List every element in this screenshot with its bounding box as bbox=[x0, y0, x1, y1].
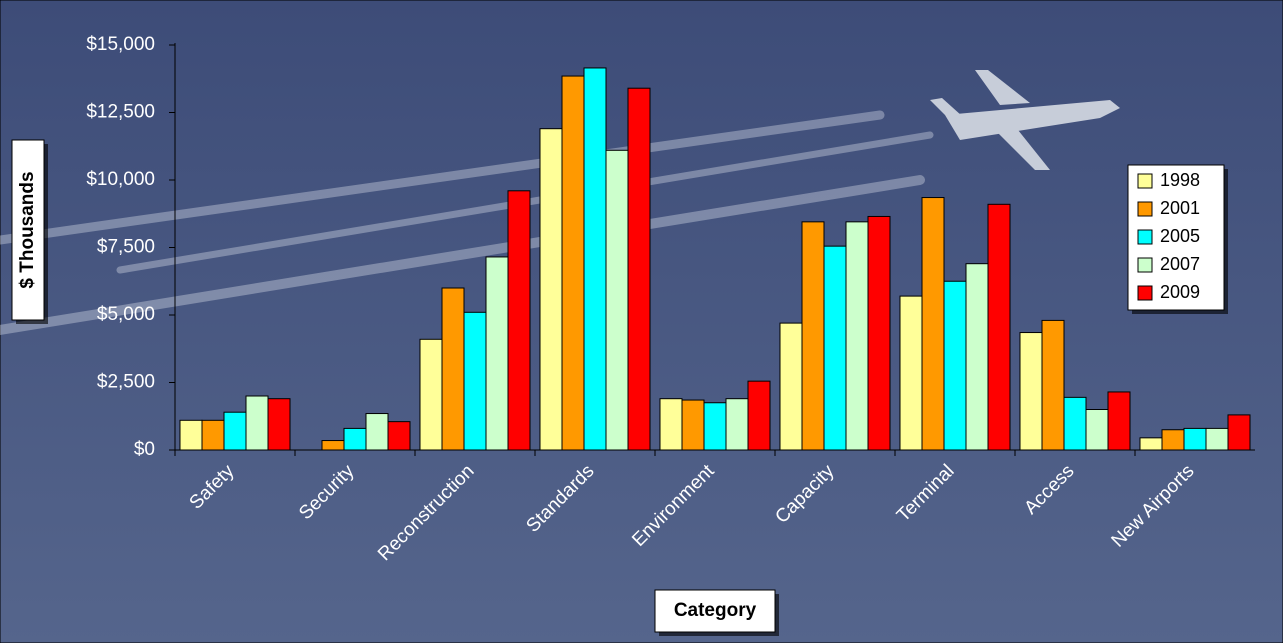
bar bbox=[223, 411, 247, 451]
bar bbox=[867, 215, 891, 451]
bar bbox=[463, 311, 487, 451]
bar bbox=[659, 398, 683, 451]
y-axis-title-box: $ Thousands bbox=[11, 139, 48, 324]
y-tick-label: $7,500 bbox=[97, 237, 155, 258]
legend-swatch bbox=[1137, 257, 1153, 273]
bar bbox=[1227, 414, 1251, 451]
bar bbox=[245, 395, 269, 451]
bar bbox=[1019, 332, 1043, 451]
y-tick-label: $10,000 bbox=[86, 169, 155, 190]
legend-label: 1998 bbox=[1160, 170, 1200, 190]
legend-swatch bbox=[1137, 285, 1153, 301]
y-tick-label: $12,500 bbox=[86, 102, 155, 123]
airplane bbox=[930, 70, 1120, 170]
bar bbox=[921, 197, 945, 451]
bar bbox=[1063, 396, 1087, 451]
bar bbox=[725, 398, 749, 451]
bar bbox=[703, 402, 727, 451]
y-tick-label: $15,000 bbox=[86, 34, 155, 55]
bar bbox=[343, 427, 367, 451]
legend-swatch bbox=[1137, 229, 1153, 245]
bar bbox=[1139, 437, 1163, 451]
y-tick-label: $2,500 bbox=[97, 372, 155, 393]
bar bbox=[845, 221, 869, 451]
legend-swatch bbox=[1137, 173, 1153, 189]
bar bbox=[627, 87, 651, 451]
y-tick-label: $5,000 bbox=[97, 304, 155, 325]
bar bbox=[681, 399, 705, 451]
bar bbox=[801, 221, 825, 451]
bar bbox=[561, 75, 585, 451]
bar bbox=[179, 419, 203, 451]
bar bbox=[387, 421, 411, 451]
bar bbox=[539, 128, 563, 451]
bar bbox=[747, 380, 771, 451]
bar bbox=[419, 338, 443, 451]
bar bbox=[779, 322, 803, 451]
bar bbox=[965, 263, 989, 451]
bar bbox=[201, 419, 225, 451]
bar bbox=[1085, 409, 1109, 451]
bar bbox=[823, 245, 847, 451]
bar bbox=[943, 280, 967, 451]
bar bbox=[267, 398, 291, 451]
bar bbox=[507, 190, 531, 451]
bar bbox=[605, 149, 629, 451]
legend-swatch bbox=[1137, 201, 1153, 217]
bar bbox=[1183, 427, 1207, 451]
bar bbox=[1205, 427, 1229, 451]
bar bbox=[321, 440, 345, 451]
legend: 1998 2001 2005 2007 2009 bbox=[1127, 164, 1228, 314]
bar bbox=[485, 256, 509, 451]
x-axis-title-box: Category bbox=[654, 589, 779, 636]
y-axis-title: $ Thousands bbox=[17, 171, 38, 288]
x-axis-title: Category bbox=[674, 600, 757, 621]
legend-label: 2009 bbox=[1160, 282, 1200, 302]
bar bbox=[1107, 391, 1131, 451]
bar bbox=[441, 287, 465, 451]
bar bbox=[899, 295, 923, 451]
bar bbox=[1041, 319, 1065, 451]
legend-label: 2005 bbox=[1160, 226, 1200, 246]
bar bbox=[987, 203, 1011, 451]
bar bbox=[1161, 429, 1185, 451]
legend-label: 2001 bbox=[1160, 198, 1200, 218]
legend-label: 2007 bbox=[1160, 254, 1200, 274]
y-tick-label: $0 bbox=[134, 439, 155, 460]
bar bbox=[583, 67, 607, 451]
bar bbox=[365, 413, 389, 451]
